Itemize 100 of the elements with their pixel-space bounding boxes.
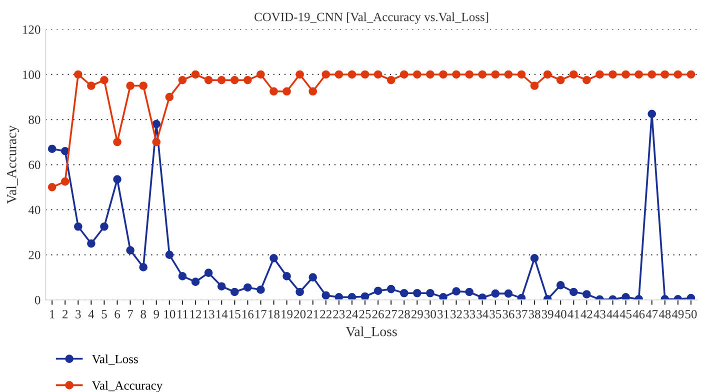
- x-tick-label: 5: [102, 310, 107, 318]
- point: [178, 272, 187, 280]
- point: [517, 294, 526, 300]
- point: [569, 70, 578, 79]
- x-tick-label: 9: [154, 310, 160, 318]
- y-tick-label: 0: [34, 296, 40, 304]
- point: [543, 70, 552, 79]
- point: [674, 70, 682, 79]
- x-tick-label: 16: [242, 310, 254, 318]
- chart-title: COVID-19_CNN [Val_Accuracy vs.Val_Loss]: [254, 12, 488, 24]
- point: [282, 87, 291, 96]
- point: [686, 70, 696, 79]
- x-tick-label: 21: [307, 310, 318, 318]
- point: [374, 286, 382, 296]
- point: [439, 70, 448, 79]
- point: [465, 288, 474, 296]
- point: [478, 293, 487, 300]
- x-tick-label: 43: [594, 310, 606, 318]
- point: [322, 70, 330, 79]
- point: [256, 286, 265, 294]
- x-tick-label: 32: [450, 310, 462, 318]
- point: [60, 177, 70, 186]
- x-tick-label: 37: [516, 310, 528, 318]
- x-tick-label: 15: [229, 310, 240, 318]
- point: [686, 294, 696, 300]
- point: [48, 144, 56, 154]
- point: [491, 70, 500, 79]
- y-tick-label: 120: [23, 25, 40, 34]
- x-tick-label: 45: [620, 310, 632, 318]
- point: [243, 76, 252, 84]
- point: [596, 70, 604, 79]
- point: [634, 70, 643, 79]
- legend-label: Val_Accuracy: [92, 380, 163, 392]
- x-tick-label: 38: [528, 310, 540, 318]
- point: [152, 120, 161, 128]
- x-tick-label: 11: [178, 310, 188, 318]
- point: [60, 146, 70, 156]
- x-tick-label: 40: [554, 310, 566, 318]
- point: [113, 138, 122, 146]
- point: [270, 254, 278, 262]
- x-tick-label: 49: [672, 310, 684, 318]
- x-tick-label: 25: [359, 310, 371, 318]
- point: [296, 70, 304, 79]
- point: [256, 70, 265, 79]
- x-tick-label: 31: [438, 310, 449, 318]
- point: [204, 268, 213, 277]
- x-tick-label: 19: [282, 310, 293, 318]
- point: [334, 293, 344, 300]
- x-tick-label: 47: [646, 310, 658, 318]
- x-tick-label: 1: [50, 310, 54, 318]
- x-tick-label: 30: [424, 310, 436, 318]
- point: [648, 110, 656, 118]
- y-tick-label: 20: [28, 250, 40, 260]
- point: [308, 273, 318, 282]
- x-tick-label: 39: [542, 310, 554, 318]
- point: [100, 76, 108, 84]
- x-tick-label: 44: [606, 310, 619, 318]
- point: [386, 284, 396, 294]
- point: [660, 70, 670, 79]
- y-tick-label: 60: [28, 160, 40, 170]
- point: [74, 70, 82, 79]
- x-tick-label: 7: [128, 310, 134, 318]
- x-tick-label: 28: [398, 310, 410, 318]
- point: [439, 293, 448, 300]
- point: [386, 76, 396, 84]
- point: [348, 293, 356, 300]
- point: [491, 289, 500, 298]
- x-tick-label: 12: [190, 310, 202, 318]
- point: [530, 254, 539, 262]
- point: [165, 250, 174, 259]
- point: [504, 289, 513, 298]
- point: [374, 70, 382, 79]
- point: [74, 222, 82, 231]
- point: [204, 76, 213, 84]
- x-tick-label: 41: [568, 310, 580, 318]
- point: [243, 283, 252, 292]
- x-tick-label: 3: [76, 310, 81, 318]
- x-tick-label: 42: [580, 310, 592, 318]
- point: [504, 70, 513, 79]
- point: [191, 278, 200, 286]
- x-tick-label: 14: [216, 310, 228, 318]
- x-tick-label: 34: [476, 310, 488, 318]
- x-tick-label: 33: [464, 310, 476, 318]
- point: [48, 183, 56, 192]
- point: [622, 293, 630, 300]
- x-tick-label: 2: [62, 310, 68, 318]
- y-axis-title: Val_Accuracy: [6, 125, 20, 204]
- x-tick-label: 18: [268, 310, 280, 318]
- point: [569, 288, 578, 296]
- point: [152, 138, 161, 146]
- point: [270, 87, 278, 96]
- point: [113, 175, 122, 184]
- point: [87, 82, 96, 90]
- x-tick-label: 8: [140, 310, 146, 318]
- point: [556, 281, 565, 290]
- point: [322, 291, 330, 300]
- point: [217, 282, 226, 291]
- point: [517, 70, 526, 79]
- x-axis-title: Val_Loss: [346, 326, 397, 338]
- point: [530, 82, 539, 90]
